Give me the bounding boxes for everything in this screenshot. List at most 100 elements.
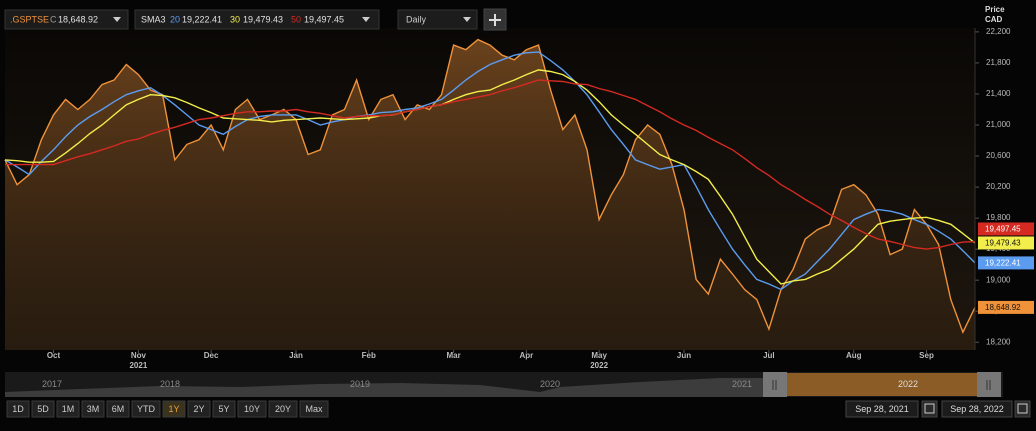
range-label: 5Y: [218, 404, 229, 414]
range-label: Max: [305, 404, 323, 414]
dropdown-arrow[interactable]: [362, 17, 370, 22]
plot: [4, 38, 976, 350]
range-button[interactable]: [237, 400, 267, 418]
range-label: 5D: [37, 404, 49, 414]
interval: Daily: [406, 14, 427, 24]
date-from-box[interactable]: [845, 400, 919, 418]
range-button[interactable]: [56, 400, 80, 418]
navigator-year: 2020: [540, 379, 560, 389]
range-button[interactable]: [187, 400, 211, 418]
navigator-selection[interactable]: [787, 373, 977, 396]
range-button[interactable]: [268, 400, 298, 418]
legend-name: 30: [230, 14, 240, 24]
legend-name: 50: [291, 14, 301, 24]
navigator-year: 2022: [898, 379, 918, 389]
x-year-label: 2021: [129, 361, 147, 370]
last-value-box: [978, 256, 1034, 270]
legend-name: 20: [170, 14, 180, 24]
y-tick-label: 20,200: [986, 182, 1011, 191]
range-button[interactable]: [31, 400, 55, 418]
range-label: 20Y: [275, 404, 291, 414]
series-line: [4, 51, 976, 291]
legend-value: 19,497.45: [304, 14, 344, 24]
legend-value: 19,479.43: [243, 14, 283, 24]
interval-box[interactable]: [397, 9, 478, 30]
range-label: 2Y: [193, 404, 204, 414]
y-tick-label: 20,600: [986, 151, 1011, 160]
range-button[interactable]: [6, 400, 30, 418]
dropdown-arrow[interactable]: [463, 17, 471, 22]
navigator-handle[interactable]: [977, 372, 1001, 397]
y-axis-unit: CAD: [985, 15, 1003, 24]
navigator-year: 2021: [732, 379, 752, 389]
range-button[interactable]: [299, 400, 329, 418]
range-label: 3M: [87, 404, 100, 414]
navigator-history: [5, 378, 787, 397]
range-label: 1D: [12, 404, 24, 414]
y-tick-label: 18,200: [986, 337, 1011, 346]
last-value-label: 19,479.43: [985, 239, 1021, 248]
study-box[interactable]: [134, 9, 380, 30]
series-line: [5, 79, 976, 250]
y-tick-label: 21,000: [986, 120, 1011, 129]
last-value-label: 19,497.45: [985, 225, 1021, 234]
range-label: YTD: [137, 404, 156, 414]
last-value-box: [978, 236, 1034, 250]
navigator-handle[interactable]: [763, 372, 787, 397]
x-tick-label: Mar: [447, 351, 461, 360]
range-button[interactable]: [81, 400, 105, 418]
series-line: [4, 69, 976, 285]
x-tick-label: Nov: [131, 351, 147, 360]
range-label: 6M: [112, 404, 125, 414]
range-button[interactable]: [162, 400, 186, 418]
last-value-box: [978, 300, 1034, 314]
price-area: [5, 39, 975, 350]
x-year-label: 2022: [590, 361, 608, 370]
instrument: .GSPTSE: [10, 14, 49, 24]
range-button[interactable]: [106, 400, 130, 418]
series-line: [4, 38, 976, 334]
calendar-button[interactable]: [921, 400, 938, 418]
x-tick-label: Apr: [519, 351, 533, 360]
range-button[interactable]: [212, 400, 236, 418]
range-label: 10Y: [244, 404, 260, 414]
calendar-icon: [1017, 403, 1028, 414]
y-tick-label: 21,400: [986, 89, 1011, 98]
range-label: 1Y: [168, 404, 179, 414]
calendar-icon: [924, 403, 935, 414]
calendar-button[interactable]: [1014, 400, 1031, 418]
y-tick-label: 22,200: [986, 27, 1011, 36]
y-axis-label: Price: [985, 5, 1005, 14]
x-tick-label: May: [591, 351, 607, 360]
plus-icon: [489, 14, 501, 26]
close-value: 18,648.92: [58, 14, 98, 24]
dropdown-arrow[interactable]: [113, 17, 121, 22]
y-tick-label: 19,800: [986, 213, 1011, 222]
navigator-year: 2017: [42, 379, 62, 389]
x-tick-label: Feb: [362, 351, 376, 360]
navigator-year: 2019: [350, 379, 370, 389]
x-tick-label: Sep: [919, 351, 934, 360]
x-tick-label: Jun: [677, 351, 691, 360]
date-to-box[interactable]: [941, 400, 1013, 418]
date-from: Sep 28, 2021: [855, 404, 909, 414]
legend-value: 19,222.41: [182, 14, 222, 24]
last-value-box: [978, 222, 1034, 236]
x-tick-label: Jul: [763, 351, 775, 360]
close-prefix: C: [50, 14, 57, 24]
instrument-box[interactable]: [4, 9, 129, 30]
x-tick-label: Jan: [289, 351, 303, 360]
x-tick-label: Aug: [846, 351, 862, 360]
study: SMA3: [141, 14, 166, 24]
y-tick-label: 19,000: [986, 275, 1011, 284]
range-button[interactable]: [131, 400, 161, 418]
last-value-label: 18,648.92: [985, 303, 1021, 312]
y-tick-label: 21,800: [986, 58, 1011, 67]
x-tick-label: Dec: [204, 351, 219, 360]
x-tick-label: Oct: [47, 351, 61, 360]
range-label: 1M: [62, 404, 75, 414]
date-to: Sep 28, 2022: [950, 404, 1004, 414]
handle-grip: [772, 380, 991, 390]
